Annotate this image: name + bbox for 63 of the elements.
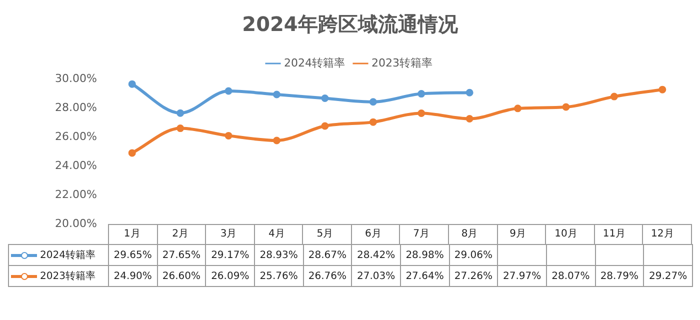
x-tick-label: 8月 bbox=[461, 228, 478, 240]
x-tick-label: 10月 bbox=[554, 228, 578, 240]
y-tick-label: 26.00% bbox=[55, 130, 97, 143]
text: 2024转籍率 bbox=[40, 250, 96, 261]
data-label: 27.65% bbox=[157, 244, 206, 266]
data-label: 26.09% bbox=[206, 266, 254, 286]
x-tick-label: 4月 bbox=[268, 228, 285, 240]
legend-label: 2023转籍率 bbox=[372, 56, 432, 70]
point bbox=[514, 104, 522, 112]
x-tick-label: 6月 bbox=[364, 228, 382, 240]
point bbox=[418, 109, 426, 117]
point bbox=[418, 90, 426, 98]
point bbox=[369, 118, 377, 126]
data-label: 27.03% bbox=[352, 266, 400, 286]
data-label: 29.65% bbox=[108, 244, 158, 266]
data-label: 27.26% bbox=[449, 266, 498, 286]
point bbox=[369, 98, 377, 106]
x-tick-label: 2月 bbox=[172, 228, 188, 240]
point bbox=[466, 114, 474, 122]
data-label: 29.27% bbox=[644, 266, 692, 286]
x-tick-label: 12月 bbox=[651, 228, 674, 240]
data-label: 28.93% bbox=[254, 244, 304, 266]
y-tick-label: 20.00% bbox=[55, 216, 97, 230]
data-label: 26.60% bbox=[157, 266, 206, 286]
chart-title: 2024年跨区域流通情况 bbox=[242, 12, 459, 36]
data-label: 28.79% bbox=[595, 266, 644, 286]
point bbox=[224, 87, 232, 95]
x-tick-label: 7月 bbox=[413, 228, 430, 240]
point bbox=[321, 94, 329, 102]
point bbox=[610, 92, 618, 100]
data-label: 26.76% bbox=[303, 266, 352, 286]
data-label: 27.97% bbox=[498, 266, 546, 286]
point bbox=[128, 149, 136, 157]
data-label: 28.07% bbox=[546, 266, 596, 286]
data-label: 25.76% bbox=[254, 266, 304, 286]
data-label: 29.17% bbox=[206, 244, 254, 266]
legend-label: 2024转籍率 bbox=[284, 56, 346, 70]
y-tick-label: 24.00% bbox=[55, 158, 97, 172]
point bbox=[658, 86, 666, 94]
point bbox=[321, 122, 329, 130]
point bbox=[128, 80, 136, 88]
y-tick-label: 22.00% bbox=[55, 188, 97, 201]
text: 2023转籍率 bbox=[40, 271, 96, 282]
data-label: 27.64% bbox=[400, 266, 450, 286]
point bbox=[176, 124, 184, 132]
x-tick-label: 3月 bbox=[220, 228, 237, 240]
x-tick-label: 5月 bbox=[316, 228, 334, 240]
point bbox=[272, 136, 280, 144]
x-tick-label: 9月 bbox=[510, 228, 526, 240]
data-label: 29.06% bbox=[449, 244, 498, 266]
x-tick-label: 1月 bbox=[124, 228, 140, 240]
y-tick-label: 30.00% bbox=[55, 72, 97, 85]
point bbox=[562, 103, 570, 111]
data-label: 24.90% bbox=[108, 266, 158, 286]
y-tick-label: 28.00% bbox=[55, 100, 97, 114]
x-tick-label: 11月 bbox=[602, 228, 626, 240]
data-label: 28.42% bbox=[352, 244, 400, 266]
point bbox=[466, 88, 474, 96]
data-label: 28.67% bbox=[303, 244, 352, 266]
data-label: 28.98% bbox=[400, 244, 450, 266]
point bbox=[272, 90, 280, 98]
point bbox=[224, 132, 232, 140]
point bbox=[176, 109, 184, 117]
